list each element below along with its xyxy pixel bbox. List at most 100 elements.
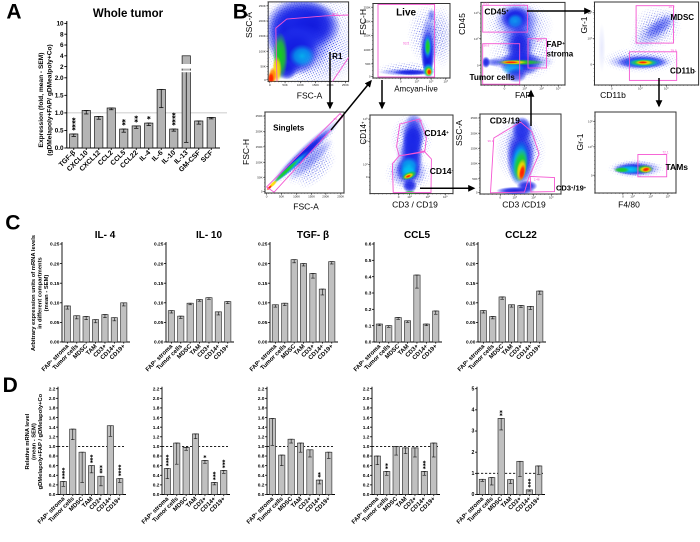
svg-text:∗: ∗ [171,118,176,124]
svg-text:1: 1 [472,471,475,477]
svg-text:0.05: 0.05 [466,320,476,326]
svg-text:Whole tumor: Whole tumor [93,8,164,20]
svg-text:0: 0 [622,195,624,199]
svg-text:FSC-A: FSC-A [293,202,319,212]
svg-text:Amcyan-live: Amcyan-live [394,85,438,94]
svg-text:∗: ∗ [499,412,503,417]
svg-text:200K: 200K [256,130,263,134]
svg-text:2.2: 2.2 [153,386,160,392]
svg-text:∗: ∗ [99,464,103,469]
svg-text:0.8: 0.8 [363,454,370,460]
svg-text:2: 2 [472,450,475,456]
svg-text:2.2: 2.2 [49,386,56,392]
svg-text:∗: ∗ [61,469,65,474]
svg-text:2.0: 2.0 [258,396,265,402]
svg-text:0.4: 0.4 [258,473,265,479]
svg-text:250K: 250K [259,4,266,8]
svg-text:0: 0 [477,63,479,67]
svg-text:Singlets: Singlets [273,124,305,133]
svg-text:0.5: 0.5 [55,128,64,135]
svg-text:6: 6 [60,42,64,49]
svg-text:0.8: 0.8 [258,454,265,460]
svg-text:103: 103 [630,195,635,199]
svg-text:∗: ∗ [222,461,226,466]
svg-text:∗: ∗ [121,118,126,124]
svg-text:Live: Live [396,7,416,18]
svg-text:0: 0 [476,191,478,195]
svg-text:104: 104 [363,140,368,144]
svg-text:∗: ∗ [171,115,176,121]
svg-text:TGF- β: TGF- β [297,230,329,241]
svg-text:∗: ∗ [203,454,207,459]
svg-text:0.15: 0.15 [50,281,60,287]
svg-text:CD14+: CD14+ [359,121,368,144]
svg-text:50K: 50K [260,64,265,68]
svg-text:SSC-A: SSC-A [454,120,464,146]
svg-text:∗: ∗ [118,469,122,474]
svg-text:1.0: 1.0 [258,444,265,450]
svg-text:FSC-H: FSC-H [358,9,368,35]
svg-text:2.0: 2.0 [363,396,370,402]
svg-text:0.25: 0.25 [50,242,60,248]
svg-text:0.25: 0.25 [466,242,476,248]
svg-text:200K: 200K [259,19,266,23]
svg-text:72.1: 72.1 [662,151,668,155]
svg-text:∗: ∗ [422,462,426,467]
svg-text:∗: ∗ [171,122,176,128]
svg-text:50K: 50K [257,176,262,180]
svg-text:0.00: 0.00 [466,340,476,346]
svg-text:1.0: 1.0 [49,444,56,450]
svg-text:0.0: 0.0 [363,492,370,498]
svg-text:1.0: 1.0 [153,444,160,450]
svg-text:1.0: 1.0 [363,444,370,450]
svg-text:102: 102 [474,37,479,41]
svg-text:0.10: 0.10 [50,301,60,307]
svg-text:gDMelapoly+FAP / gDMelapoly+Co: gDMelapoly+FAP / gDMelapoly+Co [38,393,44,489]
svg-text:0.1: 0.1 [365,323,372,329]
svg-text:103: 103 [407,195,412,199]
svg-text:104: 104 [648,195,653,199]
svg-text:0.4: 0.4 [49,473,56,479]
svg-text:28.1: 28.1 [536,39,542,43]
svg-text:103: 103 [513,196,518,200]
svg-text:0: 0 [400,80,402,84]
svg-text:1.6: 1.6 [363,415,370,421]
svg-text:∗: ∗ [71,127,76,133]
svg-text:104: 104 [588,37,593,41]
svg-text:104: 104 [429,80,434,84]
svg-text:SSC-A: SSC-A [244,12,254,38]
svg-text:103: 103 [474,11,479,15]
svg-text:4: 4 [60,53,64,60]
svg-text:0: 0 [472,492,475,498]
svg-text:0.20: 0.20 [154,261,164,267]
svg-text:FSC-A: FSC-A [297,91,323,101]
svg-text:8.91: 8.91 [483,2,489,6]
svg-text:∗: ∗ [222,464,226,469]
svg-text:0.0: 0.0 [365,340,372,346]
svg-text:FAP: FAP [515,90,531,100]
svg-text:0.4: 0.4 [363,473,370,479]
svg-text:1.5: 1.5 [55,93,64,100]
svg-text:0.3: 0.3 [365,291,372,297]
svg-text:CD45+: CD45+ [484,7,509,17]
svg-text:∗: ∗ [212,476,216,481]
svg-text:(mean - SEM): (mean - SEM) [32,423,38,460]
svg-text:1.2: 1.2 [49,435,56,441]
svg-text:0.00: 0.00 [154,340,164,346]
svg-text:105: 105 [549,196,554,200]
svg-text:2: 2 [60,64,64,71]
svg-text:∗: ∗ [146,116,151,122]
svg-text:1.2: 1.2 [258,435,265,441]
svg-text:∗: ∗ [527,481,531,486]
svg-text:0: 0 [504,87,506,91]
svg-text:∗: ∗ [90,454,94,459]
svg-text:∗: ∗ [61,472,65,477]
svg-text:34.6: 34.6 [419,149,425,153]
svg-text:0.10: 0.10 [258,301,268,307]
svg-text:∗: ∗ [165,456,169,461]
svg-text:0.05: 0.05 [50,320,60,326]
svg-text:94: 94 [334,117,338,121]
svg-text:2.0: 2.0 [55,75,64,82]
svg-text:stroma: stroma [547,50,574,59]
svg-text:CCL22: CCL22 [505,230,537,241]
